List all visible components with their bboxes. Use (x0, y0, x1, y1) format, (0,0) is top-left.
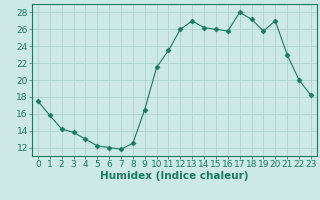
X-axis label: Humidex (Indice chaleur): Humidex (Indice chaleur) (100, 171, 249, 181)
